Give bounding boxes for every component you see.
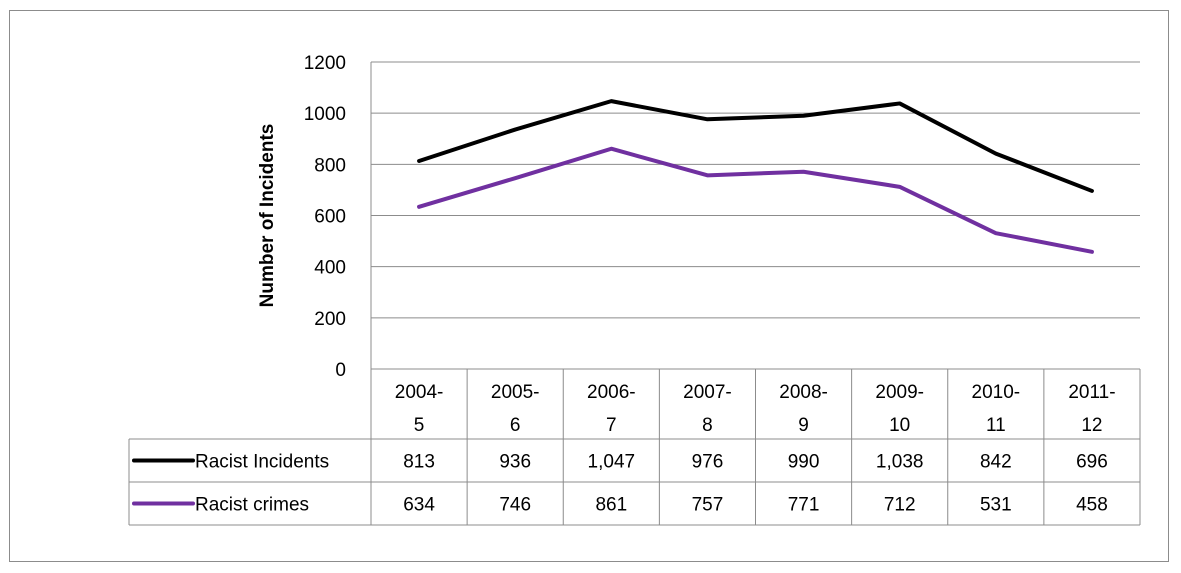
table-value: 842 <box>980 452 1012 473</box>
table-value: 813 <box>403 452 435 473</box>
y-tick-label: 200 <box>314 309 346 330</box>
x-category-label-line2: 8 <box>702 415 713 436</box>
table-value: 1,038 <box>876 452 924 473</box>
x-category-label-line1: 2004- <box>395 382 444 403</box>
table-value: 936 <box>499 452 531 473</box>
x-category-label-line2: 11 <box>986 415 1006 436</box>
x-category-label-line2: 9 <box>798 415 809 436</box>
series-line <box>417 99 1094 193</box>
table-value: 634 <box>403 495 435 516</box>
table-value: 990 <box>788 452 820 473</box>
table-value: 531 <box>980 495 1012 516</box>
y-tick-label: 0 <box>335 360 346 381</box>
table-value: 1,047 <box>588 452 636 473</box>
y-tick-label: 1000 <box>304 104 346 125</box>
y-tick-label: 1200 <box>304 53 346 74</box>
y-tick-label: 800 <box>314 155 346 176</box>
x-category-label-line1: 2006- <box>587 382 636 403</box>
x-category-label-line2: 12 <box>1081 415 1102 436</box>
table-value: 757 <box>692 495 724 516</box>
table-value: 861 <box>595 495 627 516</box>
series-line <box>417 146 1094 254</box>
x-category-label-line2: 7 <box>606 415 617 436</box>
table-value: 976 <box>692 452 724 473</box>
y-axis-label: Number of Incidents <box>257 124 278 308</box>
y-tick-label: 600 <box>314 207 346 228</box>
table-value: 696 <box>1076 452 1108 473</box>
x-category-label-line1: 2005- <box>491 382 540 403</box>
table-value: 746 <box>499 495 531 516</box>
x-category-label-line1: 2010- <box>972 382 1021 403</box>
x-category-label-line1: 2009- <box>875 382 924 403</box>
x-category-label-line1: 2011- <box>1068 382 1115 403</box>
table-value: 771 <box>788 495 820 516</box>
x-category-label-line2: 6 <box>510 415 521 436</box>
chart-frame <box>9 10 1169 562</box>
table-value: 458 <box>1076 495 1108 516</box>
x-category-label-line2: 10 <box>889 415 910 436</box>
y-tick-label: 400 <box>314 258 346 279</box>
x-category-label-line1: 2008- <box>779 382 828 403</box>
table-value: 712 <box>884 495 916 516</box>
x-category-label-line1: 2007- <box>683 382 732 403</box>
legend-label: Racist crimes <box>195 495 309 516</box>
legend-label: Racist Incidents <box>195 452 329 473</box>
x-category-label-line2: 5 <box>414 415 425 436</box>
